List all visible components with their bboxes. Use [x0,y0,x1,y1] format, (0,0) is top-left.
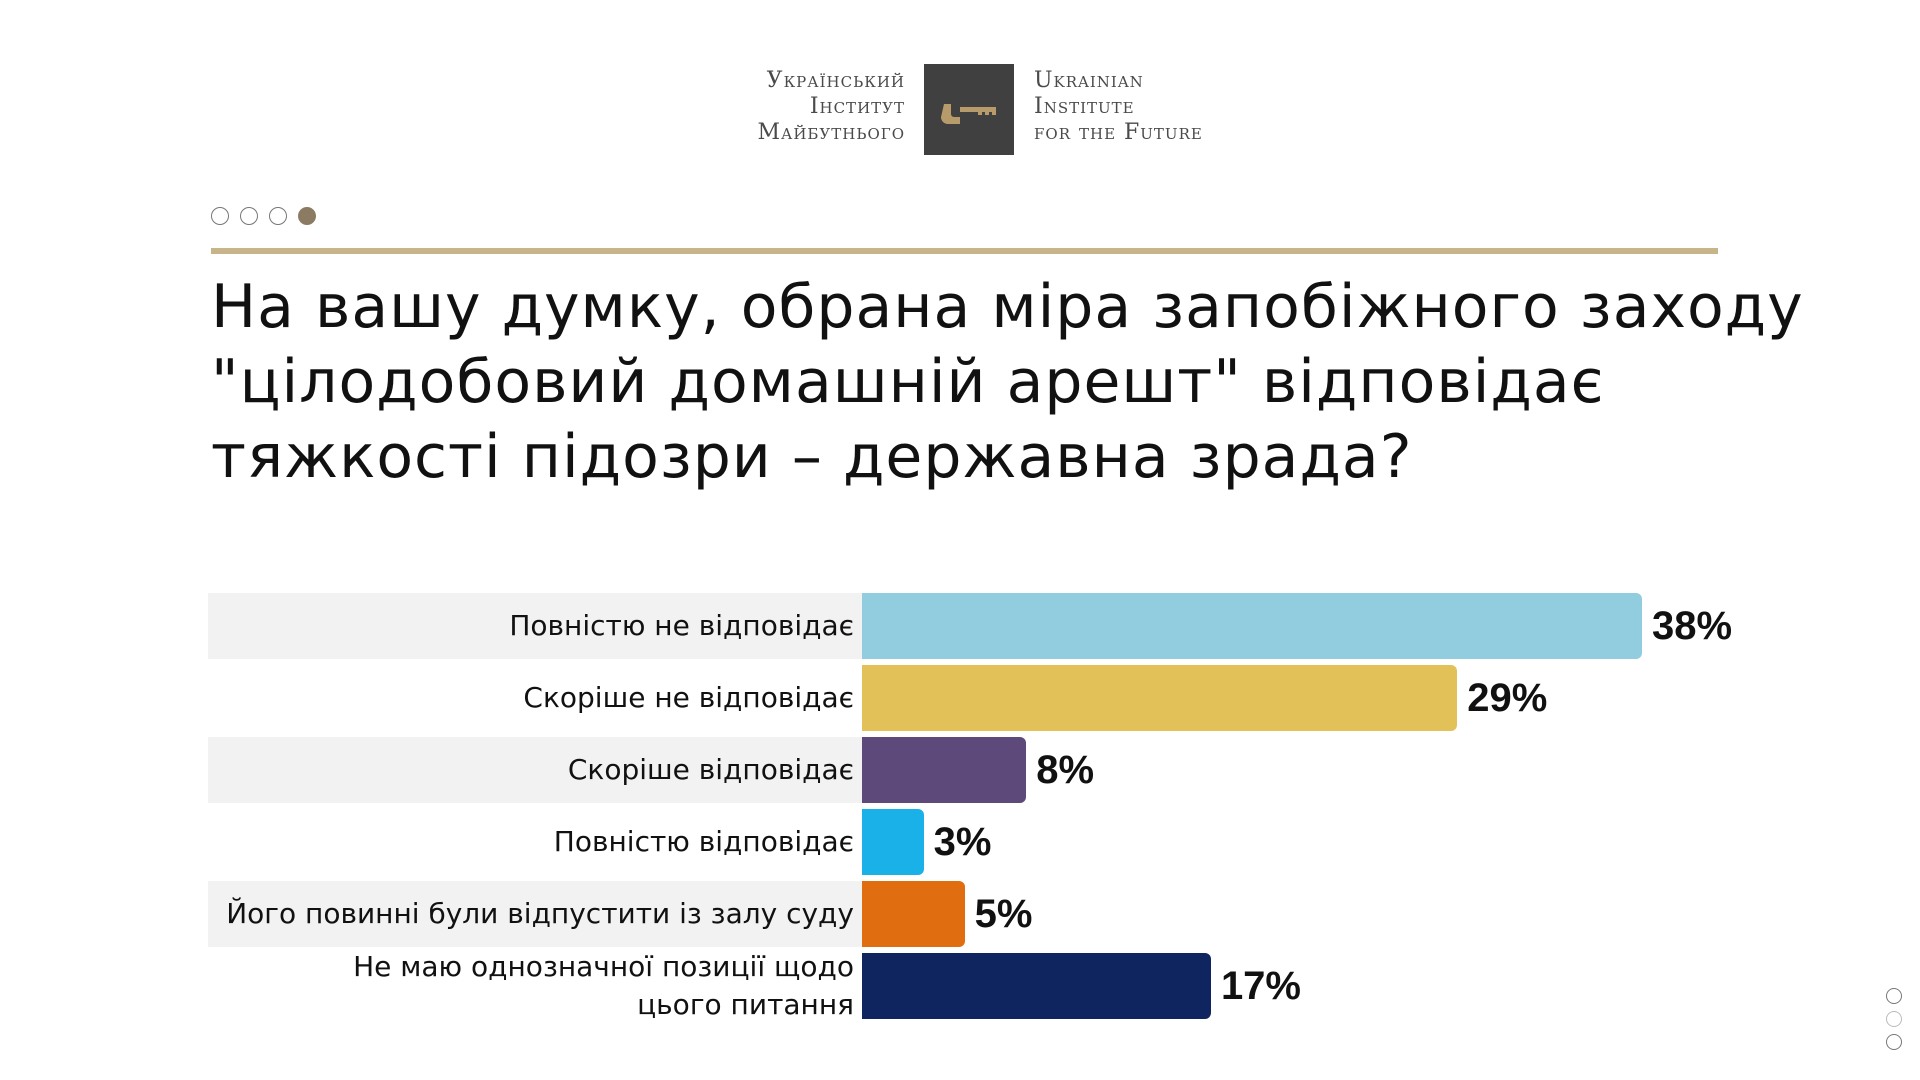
pager-dot-active[interactable] [298,207,316,225]
key-logo-icon [924,64,1014,155]
bar [862,953,1211,1019]
title-line: На вашу думку, обрана міра запобіжного з… [211,272,1804,342]
value-label: 17% [1220,963,1301,1008]
side-pager-dot[interactable] [1886,988,1902,1004]
chart-row: Не маю однозначної позиції щодо цього пи… [208,950,1708,1021]
chart-row: Скоріше не відповідає 29% [208,665,1708,731]
value-label: 29% [1467,675,1548,720]
side-pager-dot[interactable] [1886,1011,1902,1027]
row-background [208,737,862,803]
logo-ua-line: Інститут [809,94,905,119]
pager-dot[interactable] [211,207,229,225]
value-label: 8% [1036,747,1095,792]
bar [862,737,1027,803]
category-label: Не маю однозначної позиції щодо цього пи… [353,950,854,1021]
title-line: "цілодобовий домашній арешт" відповідає [211,347,1605,417]
logo-en-text: Ukrainian Institute for the Future [1034,68,1203,146]
side-pager [1886,988,1902,1050]
divider-line [211,248,1718,254]
row-background [208,881,862,947]
value-label: 3% [933,819,992,864]
value-label: 38% [1652,603,1733,648]
side-pager-dot[interactable] [1886,1034,1902,1050]
chart-row: Повністю не відповідає 38% [208,593,1732,659]
logo-ua-line: Майбутнього [757,120,905,145]
category-label: Скоріше не відповідає [523,681,854,714]
logo-ua-line: Український [766,68,905,93]
slide-pager [211,207,316,225]
title-line: тяжкості підозри – державна зрада? [211,422,1413,492]
logo-en-line: Ukrainian [1034,68,1144,93]
category-label: Скоріше відповідає [567,753,854,786]
category-label: Повністю не відповідає [509,609,854,642]
bar [862,881,965,947]
chart-title: На вашу думку, обрана міра запобіжного з… [211,270,1811,495]
chart-row: Скоріше відповідає 8% [208,737,1708,803]
bar [862,665,1458,731]
logo-en-line: Institute [1034,94,1135,119]
logo-en-line: for the Future [1034,120,1203,145]
chart-row: Повністю відповідає 3% [208,809,1708,875]
logo-ua-text: Український Інститут Майбутнього [757,68,905,146]
category-label: Його повинні були відпустити із залу суд… [226,897,854,930]
bar [862,809,924,875]
category-label: Повністю відповідає [553,825,854,858]
chart-row: Його повинні були відпустити із залу суд… [208,881,1708,947]
pager-dot[interactable] [269,207,287,225]
row-background [208,593,862,659]
bar [862,593,1642,659]
pager-dot[interactable] [240,207,258,225]
value-label: 5% [974,891,1033,936]
